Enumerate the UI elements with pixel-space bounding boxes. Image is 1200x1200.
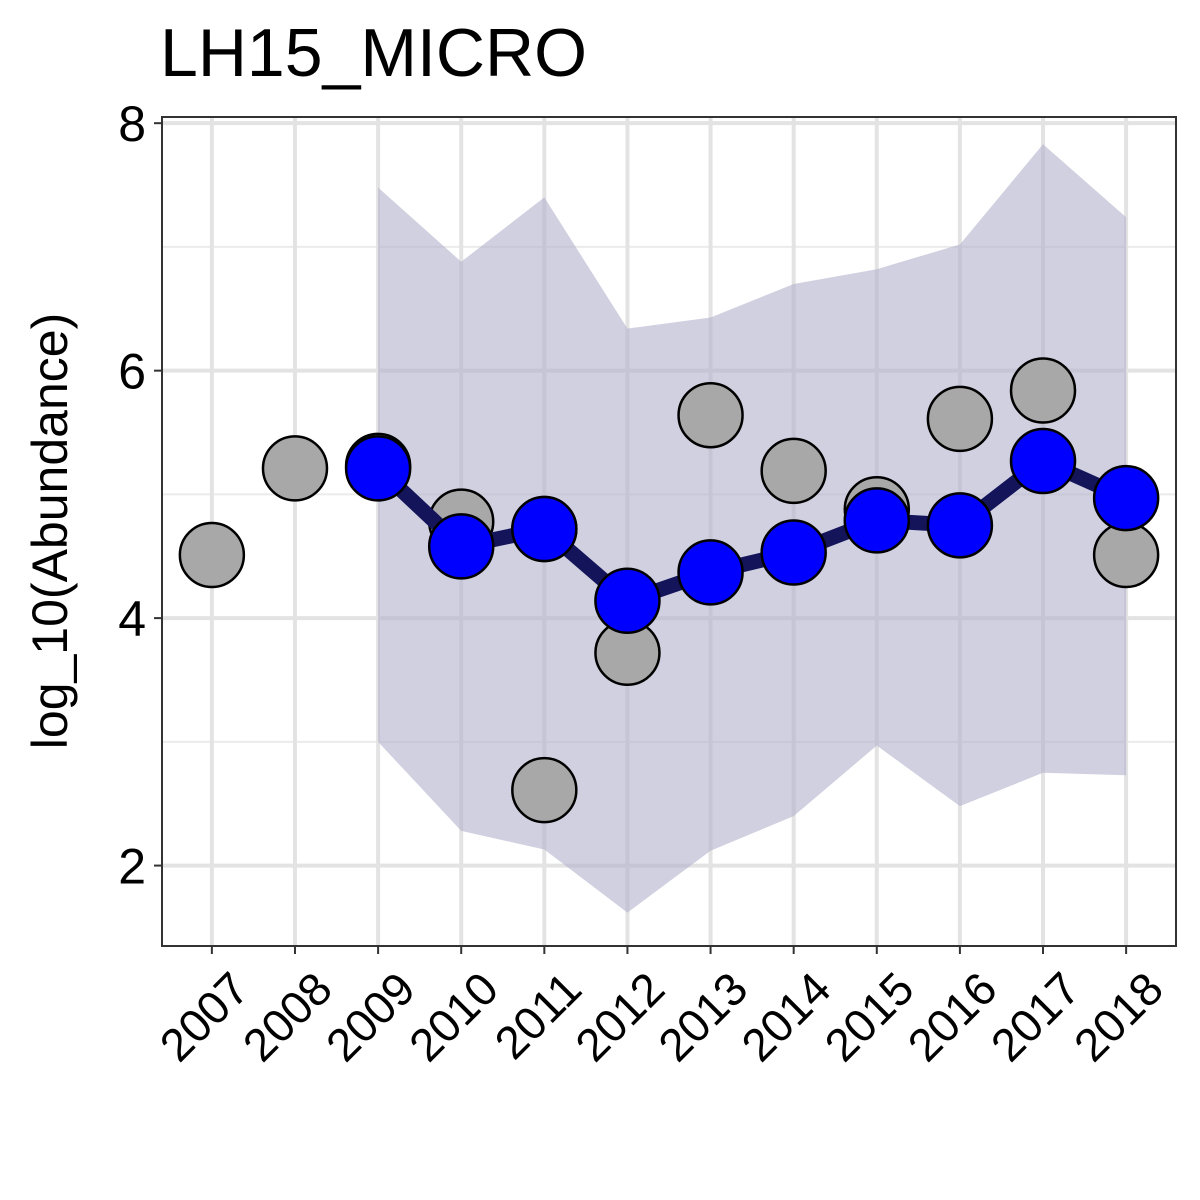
estimate-point	[344, 435, 412, 502]
estimate-point	[843, 487, 911, 554]
estimate-point	[594, 567, 661, 635]
confidence-band	[378, 144, 1127, 913]
y-tick-label: 6	[118, 344, 146, 400]
estimate-point	[427, 513, 495, 580]
estimate-line	[372, 453, 1130, 609]
observed-point	[677, 381, 744, 449]
estimate-point	[760, 519, 827, 586]
y-axis-label: log_10(Abundance)	[22, 313, 78, 749]
estimate-point	[926, 492, 994, 559]
chart-title: LH15_MICRO	[160, 15, 587, 91]
y-tick-label: 2	[118, 839, 146, 895]
panel-border	[161, 116, 1177, 947]
observed-point	[926, 385, 994, 453]
observed-point	[261, 435, 329, 502]
plot-area: 2468200720082009201020112012201320142015…	[118, 96, 1177, 1071]
estimate-point	[511, 495, 578, 563]
y-tick-label: 4	[118, 591, 146, 647]
estimate-point	[1092, 464, 1160, 532]
observed-point	[760, 437, 827, 505]
observed-point	[1009, 357, 1077, 424]
estimate-point	[1009, 427, 1077, 495]
observed-point	[1092, 521, 1160, 589]
observed-point	[511, 756, 578, 824]
observed-point	[178, 521, 246, 589]
y-tick-label: 8	[118, 96, 146, 152]
estimate-point	[677, 539, 744, 606]
